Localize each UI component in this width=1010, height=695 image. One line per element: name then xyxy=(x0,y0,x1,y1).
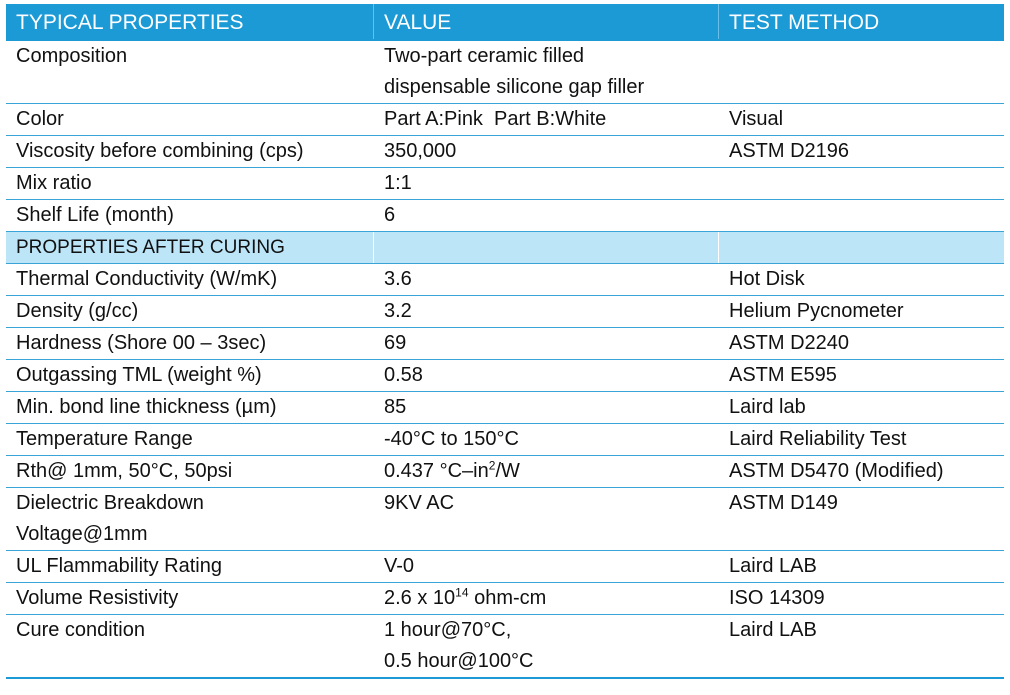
value-text: ohm-cm xyxy=(468,587,547,609)
method-cell: ASTM D2240 xyxy=(729,332,850,354)
method-cell: Visual xyxy=(729,108,784,130)
value-cell: 6 xyxy=(384,204,396,226)
method-cell: Helium Pycnometer xyxy=(729,300,904,322)
property-cell: Composition xyxy=(16,45,128,67)
table-row-color: Color Part A:Pink Part B:White Visual xyxy=(6,104,1004,136)
table-row-bond-line: Min. bond line thickness (µm) 85 Laird l… xyxy=(6,392,1004,424)
properties-table: TYPICAL PROPERTIES VALUE TEST METHOD Com… xyxy=(6,4,1004,679)
table-row-composition: Composition Two-part ceramic filled disp… xyxy=(6,41,1004,104)
value-cell: 2.6 x 1014 ohm-cm xyxy=(374,583,719,614)
value-line: dispensable silicone gap filler xyxy=(384,76,645,98)
property-cell: Rth@ 1mm, 50°C, 50psi xyxy=(16,460,233,482)
section-label: PROPERTIES AFTER CURING xyxy=(6,232,374,263)
value-superscript: 14 xyxy=(455,585,469,600)
value-cell: 3.2 xyxy=(384,300,412,322)
method-cell: ASTM D5470 (Modified) xyxy=(729,460,944,482)
section-empty-cell xyxy=(719,232,1004,263)
method-cell: Laird lab xyxy=(729,396,806,418)
table-row-temperature-range: Temperature Range -40°C to 150°C Laird R… xyxy=(6,424,1004,456)
property-line: Voltage@1mm xyxy=(16,523,148,545)
table-row-cure-condition: Cure condition 1 hour@70°C, 0.5 hour@100… xyxy=(6,615,1004,679)
value-cell: 3.6 xyxy=(384,268,412,290)
value-cell: 0.437 °C–in2/W xyxy=(374,456,719,487)
header-value: VALUE xyxy=(374,4,719,39)
property-cell: Hardness (Shore 00 – 3sec) xyxy=(16,332,267,354)
method-cell: ISO 14309 xyxy=(729,587,825,609)
value-cell: 85 xyxy=(384,396,407,418)
table-row-dielectric-breakdown: Dielectric Breakdown Voltage@1mm 9KV AC … xyxy=(6,488,1004,551)
table-row-thermal-conductivity: Thermal Conductivity (W/mK) 3.6 Hot Disk xyxy=(6,264,1004,296)
property-cell: Dielectric Breakdown Voltage@1mm xyxy=(6,488,374,550)
property-cell: Outgassing TML (weight %) xyxy=(16,364,262,386)
method-cell: ASTM D149 xyxy=(729,492,838,514)
property-cell: Shelf Life (month) xyxy=(16,204,174,226)
table-row-mix-ratio: Mix ratio 1:1 xyxy=(6,168,1004,200)
value-cell: 1 hour@70°C, 0.5 hour@100°C xyxy=(374,615,719,677)
value-cell: 350,000 xyxy=(384,140,457,162)
property-cell: Temperature Range xyxy=(16,428,193,450)
value-line: Two-part ceramic filled xyxy=(384,45,585,67)
table-row-ul-flammability: UL Flammability Rating V-0 Laird LAB xyxy=(6,551,1004,583)
section-row-after-curing: PROPERTIES AFTER CURING xyxy=(6,232,1004,264)
value-cell: 69 xyxy=(384,332,407,354)
value-text: /W xyxy=(495,460,520,482)
value-cell: 1:1 xyxy=(384,172,412,194)
property-line: Dielectric Breakdown xyxy=(16,492,204,514)
table-header-row: TYPICAL PROPERTIES VALUE TEST METHOD xyxy=(6,4,1004,41)
header-typical-properties: TYPICAL PROPERTIES xyxy=(6,4,374,39)
value-superscript: 2 xyxy=(488,458,496,473)
table-row-volume-resistivity: Volume Resistivity 2.6 x 1014 ohm-cm ISO… xyxy=(6,583,1004,615)
value-cell: 0.58 xyxy=(384,364,423,386)
value-line: 0.5 hour@100°C xyxy=(384,650,534,672)
table-row-hardness: Hardness (Shore 00 – 3sec) 69 ASTM D2240 xyxy=(6,328,1004,360)
method-cell: Laird LAB xyxy=(729,619,817,641)
table-row-shelf-life: Shelf Life (month) 6 xyxy=(6,200,1004,232)
property-cell: Thermal Conductivity (W/mK) xyxy=(16,268,278,290)
method-cell: ASTM E595 xyxy=(729,364,837,386)
value-cell: Two-part ceramic filled dispensable sili… xyxy=(374,41,719,103)
property-cell: Volume Resistivity xyxy=(16,587,179,609)
method-cell xyxy=(719,200,1004,231)
property-cell: Mix ratio xyxy=(16,172,92,194)
table-row-rth: Rth@ 1mm, 50°C, 50psi 0.437 °C–in2/W AST… xyxy=(6,456,1004,488)
value-text: 0.437 °C–in xyxy=(384,460,489,482)
method-cell: Laird LAB xyxy=(729,555,817,577)
method-cell: Hot Disk xyxy=(729,268,805,290)
property-cell: Viscosity before combining (cps) xyxy=(16,140,304,162)
property-cell: Cure condition xyxy=(16,619,145,641)
table-row-viscosity: Viscosity before combining (cps) 350,000… xyxy=(6,136,1004,168)
method-cell: Laird Reliability Test xyxy=(729,428,907,450)
method-cell xyxy=(719,41,1004,103)
method-cell xyxy=(719,168,1004,199)
method-cell: ASTM D2196 xyxy=(729,140,850,162)
value-cell: 9KV AC xyxy=(384,492,455,514)
section-empty-cell xyxy=(374,232,719,263)
value-line: 1 hour@70°C, xyxy=(384,619,512,641)
value-text: 2.6 x 10 xyxy=(384,587,456,609)
property-cell: Color xyxy=(16,108,64,130)
value-cell: V-0 xyxy=(384,555,415,577)
table-row-outgassing: Outgassing TML (weight %) 0.58 ASTM E595 xyxy=(6,360,1004,392)
property-cell: Min. bond line thickness (µm) xyxy=(16,396,277,418)
value-cell: -40°C to 150°C xyxy=(384,428,519,450)
property-cell: Density (g/cc) xyxy=(16,300,139,322)
header-test-method: TEST METHOD xyxy=(729,11,880,34)
table-row-density: Density (g/cc) 3.2 Helium Pycnometer xyxy=(6,296,1004,328)
value-cell: Part A:Pink Part B:White xyxy=(384,108,607,130)
property-cell: UL Flammability Rating xyxy=(16,555,222,577)
